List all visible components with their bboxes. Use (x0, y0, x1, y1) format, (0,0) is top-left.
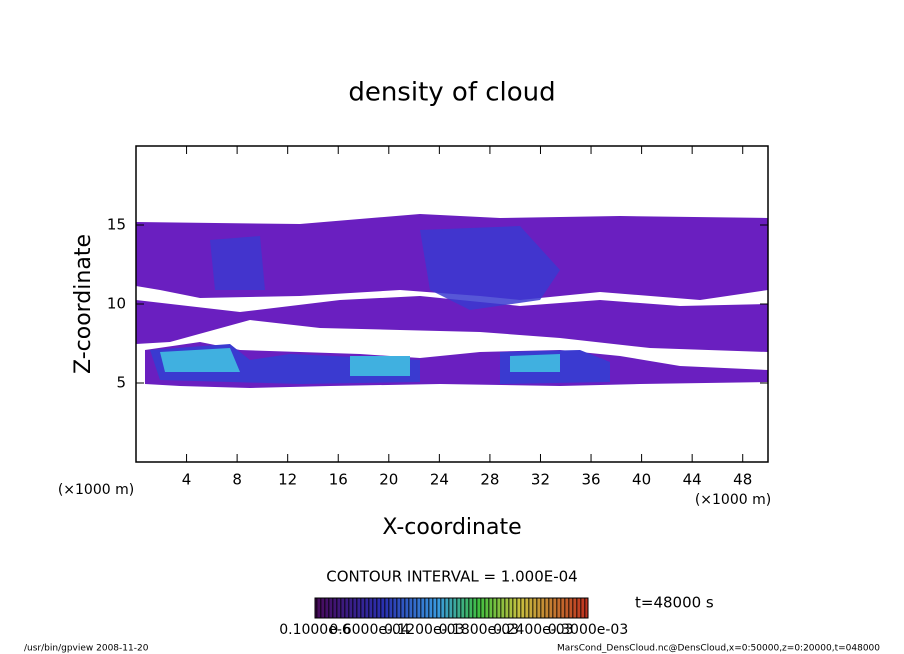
x-tick-label: 44 (683, 471, 702, 489)
y-axis-label: Z-coordinate (71, 234, 96, 374)
x-tick-label: 24 (430, 471, 449, 489)
colorbar-label: 0.1800e-03 (439, 622, 519, 638)
x-axis-label: X-coordinate (382, 515, 521, 540)
x-tick-label: 4 (182, 471, 192, 489)
x-unit-label: (×1000 m) (695, 492, 771, 508)
y-tick-label: 5 (116, 374, 126, 392)
x-unit-label: (×1000 m) (58, 482, 134, 498)
footer-right: MarsCond_DensCloud.nc@DensCloud,x=0:5000… (557, 644, 880, 654)
time-label: t=48000 s (635, 594, 714, 612)
contour-interval: CONTOUR INTERVAL = 1.000E-04 (326, 568, 577, 586)
colorbar-label: 0.1200e-03 (384, 622, 464, 638)
colorbar-label: 0.2400e-03 (493, 622, 573, 638)
colorbar-stripes (314, 597, 589, 619)
x-tick-label: 36 (581, 471, 600, 489)
x-tick-label: 28 (480, 471, 499, 489)
x-tick-label: 8 (232, 471, 242, 489)
colorbar-label: 0.1000e-6 (279, 622, 351, 638)
x-tick-label: 32 (531, 471, 550, 489)
footer-left: /usr/bin/gpview 2008-11-20 (24, 644, 149, 654)
x-tick-label: 40 (632, 471, 651, 489)
y-tick-label: 15 (107, 216, 126, 234)
x-tick-label: 48 (733, 471, 752, 489)
x-tick-label: 16 (329, 471, 348, 489)
cloud-field (136, 214, 768, 388)
colorbar-label: 0.6000e-04 (329, 622, 410, 638)
x-tick-label: 20 (379, 471, 398, 489)
y-tick-label: 10 (107, 295, 126, 313)
chart-title: density of cloud (348, 78, 555, 108)
x-tick-label: 12 (278, 471, 297, 489)
colorbar-label: 0.3000e-03 (548, 622, 628, 638)
